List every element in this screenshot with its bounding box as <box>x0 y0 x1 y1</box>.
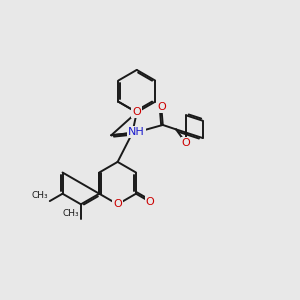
Text: O: O <box>132 107 141 117</box>
Text: O: O <box>157 102 166 112</box>
Text: CH₃: CH₃ <box>63 209 80 218</box>
Text: O: O <box>146 197 154 207</box>
Text: CH₃: CH₃ <box>32 191 48 200</box>
Text: NH: NH <box>128 127 145 137</box>
Text: O: O <box>182 138 190 148</box>
Text: O: O <box>113 199 122 209</box>
